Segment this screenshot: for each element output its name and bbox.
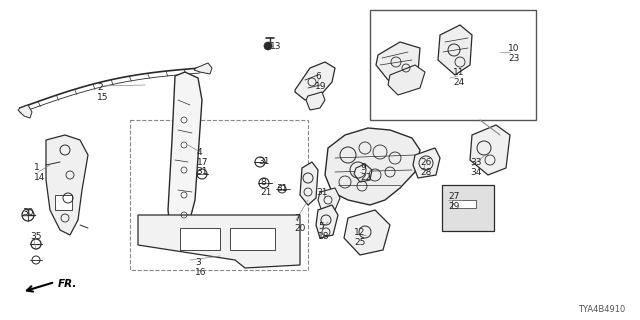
Polygon shape: [180, 228, 220, 250]
Text: 27
29: 27 29: [448, 192, 460, 212]
Text: 31: 31: [276, 184, 287, 193]
Text: 9
22: 9 22: [360, 163, 371, 182]
Polygon shape: [300, 162, 318, 205]
Polygon shape: [354, 164, 372, 182]
Text: 2
15: 2 15: [97, 83, 109, 102]
Polygon shape: [344, 210, 390, 255]
Polygon shape: [376, 42, 420, 85]
Text: 35: 35: [30, 232, 42, 241]
Text: 31: 31: [196, 167, 207, 176]
Text: 26
28: 26 28: [420, 158, 431, 177]
Polygon shape: [452, 200, 476, 208]
Text: 12
25: 12 25: [354, 228, 365, 247]
Text: TYA4B4910: TYA4B4910: [578, 305, 625, 314]
Bar: [130, 120, 308, 270]
Text: 6
19: 6 19: [315, 72, 326, 92]
Bar: [370, 10, 536, 120]
Text: 33
34: 33 34: [470, 158, 481, 177]
Polygon shape: [194, 63, 212, 74]
Bar: [442, 185, 494, 231]
Text: 7
20: 7 20: [294, 214, 305, 233]
Text: 3
16: 3 16: [195, 258, 207, 277]
Polygon shape: [306, 92, 325, 110]
Polygon shape: [438, 25, 472, 75]
Text: 1
14: 1 14: [34, 163, 45, 182]
Polygon shape: [55, 195, 72, 210]
Polygon shape: [413, 148, 440, 178]
Polygon shape: [168, 72, 202, 250]
Text: 31: 31: [258, 157, 269, 166]
Polygon shape: [46, 135, 88, 235]
Text: 31: 31: [316, 188, 328, 197]
Circle shape: [264, 42, 272, 50]
Polygon shape: [18, 105, 32, 118]
Text: 5
18: 5 18: [318, 222, 330, 241]
Polygon shape: [318, 188, 340, 212]
Text: 11
24: 11 24: [453, 68, 465, 87]
Polygon shape: [325, 128, 420, 205]
Text: 30: 30: [22, 208, 33, 217]
Polygon shape: [230, 228, 275, 250]
Polygon shape: [388, 65, 425, 95]
Polygon shape: [138, 215, 300, 268]
Text: 10
23: 10 23: [508, 44, 520, 63]
Polygon shape: [295, 62, 335, 100]
Polygon shape: [316, 205, 338, 238]
Polygon shape: [470, 125, 510, 175]
Text: 13: 13: [270, 42, 282, 51]
Text: FR.: FR.: [58, 279, 77, 289]
Text: 8
21: 8 21: [260, 178, 271, 197]
Text: 4
17: 4 17: [197, 148, 209, 167]
